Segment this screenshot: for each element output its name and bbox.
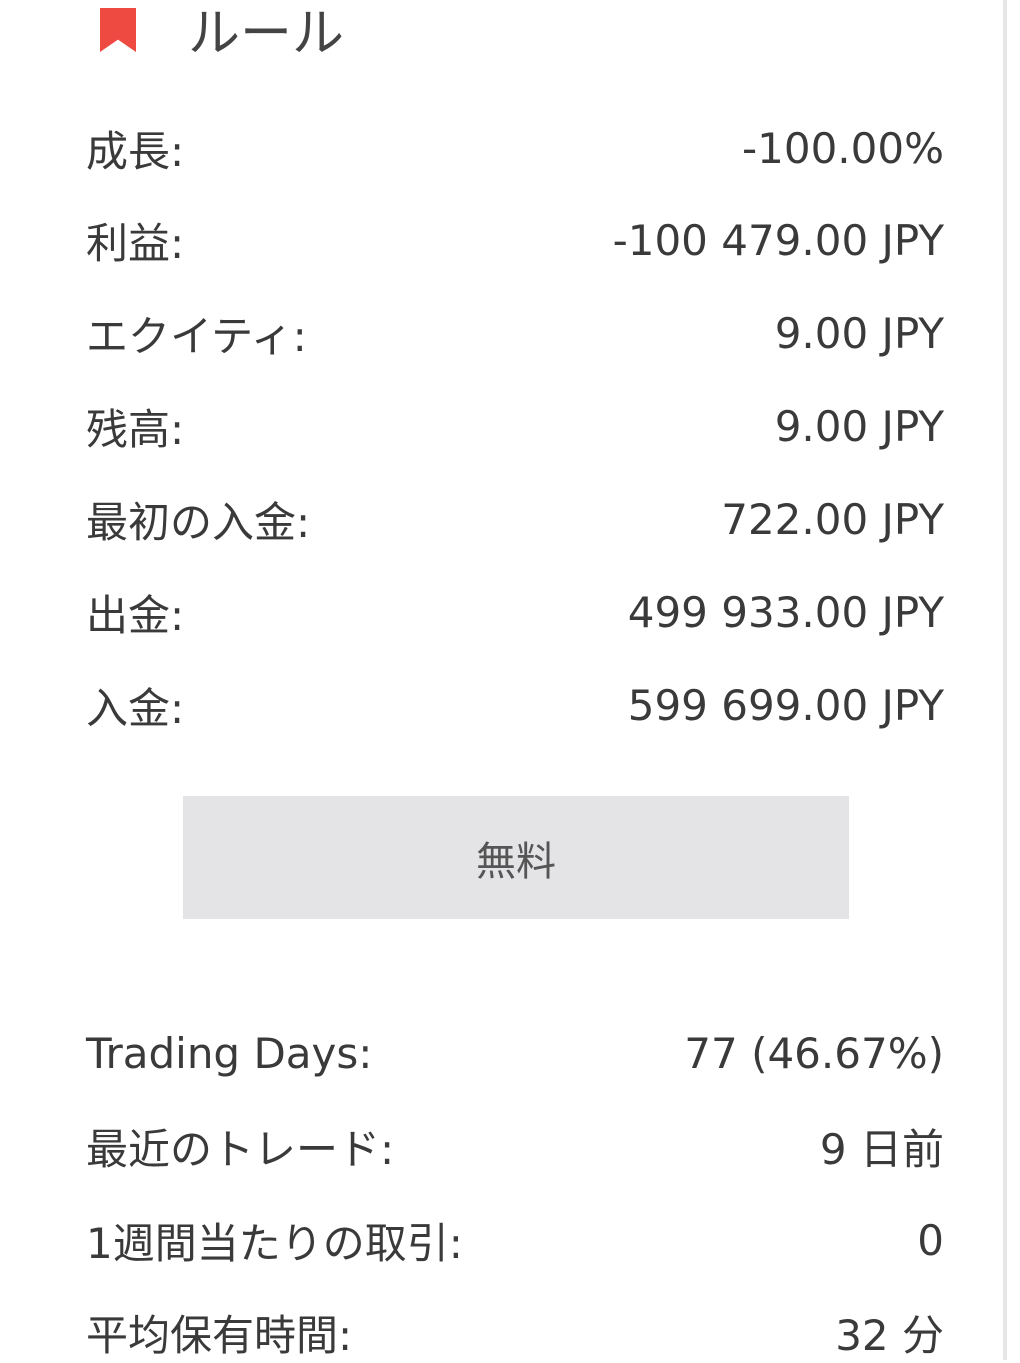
activity-value: 77 (46.67%) [684,1028,944,1078]
stat-row-growth: 成長: -100.00% [86,118,944,178]
stat-label: 入金: [86,683,185,733]
free-button[interactable]: 無料 [183,796,849,919]
activity-row-avg-holding-time: 平均保有時間: 32 分 [86,1302,944,1362]
stat-label: 出金: [86,590,185,640]
stat-row-balance: 残高: 9.00 JPY [86,396,944,456]
bookmark-icon [100,8,136,52]
stat-value: -100.00% [741,123,944,173]
panel-border [1003,0,1007,1360]
activity-label: 平均保有時間: [86,1310,353,1360]
activity-label: Trading Days: [86,1028,373,1078]
stat-value: -100 479.00 JPY [612,215,944,265]
activity-value: 0 [917,1215,944,1265]
stat-label: エクイティ: [86,311,307,361]
section-title: ルール [188,3,345,64]
activity-label: 1週間当たりの取引: [86,1218,463,1268]
stat-value: 9.00 JPY [774,401,944,451]
activity-label: 最近のトレード: [86,1124,395,1174]
stat-row-deposits: 入金: 599 699.00 JPY [86,675,944,735]
stat-label: 成長: [86,126,185,176]
activity-row-trading-days: Trading Days: 77 (46.67%) [86,1023,944,1083]
stat-value: 722.00 JPY [721,494,944,544]
stat-row-withdrawals: 出金: 499 933.00 JPY [86,582,944,642]
stat-row-profit: 利益: -100 479.00 JPY [86,210,944,270]
stat-value: 9.00 JPY [774,308,944,358]
stat-label: 残高: [86,404,185,454]
activity-row-latest-trade: 最近のトレード: 9 日前 [86,1116,944,1176]
activity-row-trades-per-week: 1週間当たりの取引: 0 [86,1210,944,1270]
section-header: ルール [100,0,344,66]
activity-value: 9 日前 [819,1124,944,1174]
stat-label: 利益: [86,218,185,268]
stat-row-initial-deposit: 最初の入金: 722.00 JPY [86,489,944,549]
stat-value: 499 933.00 JPY [627,587,944,637]
activity-value: 32 分 [835,1310,944,1360]
stat-row-equity: エクイティ: 9.00 JPY [86,303,944,363]
stat-label: 最初の入金: [86,497,311,547]
stat-value: 599 699.00 JPY [627,680,944,730]
